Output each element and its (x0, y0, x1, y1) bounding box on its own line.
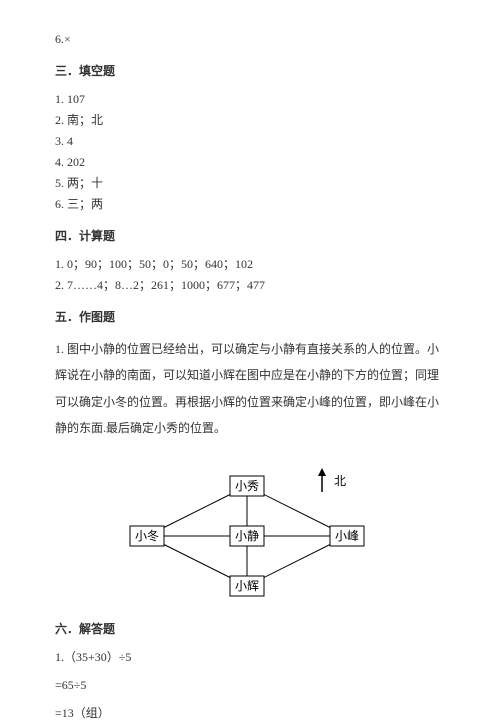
answer-item: 6.× (55, 30, 445, 48)
svg-text:小静: 小静 (235, 529, 259, 543)
answer-item: 4. 202 (55, 153, 445, 171)
section-5-heading: 五．作图题 (55, 308, 445, 326)
diagram-svg: 小秀小冬 小静 小峰小辉 北 (100, 456, 400, 606)
answer-item: 1. 0；90；100；50；0；50；640；102 (55, 255, 445, 273)
answer-item: 3. 4 (55, 132, 445, 150)
position-diagram: 小秀小冬 小静 小峰小辉 北 (55, 456, 445, 606)
answer-item: 6. 三；两 (55, 195, 445, 213)
answer-item: 1.（35+30）÷5 (55, 648, 445, 666)
svg-text:北: 北 (334, 474, 346, 488)
answer-paragraph: 1. 图中小静的位置已经给出，可以确定与小静有直接关系的人的位置。小辉说在小静的… (55, 336, 445, 442)
answer-item: 2. 7……4；8…2；261；1000；677；477 (55, 276, 445, 294)
answer-item: =13（组） (55, 704, 445, 722)
section-6-heading: 六．解答题 (55, 620, 445, 638)
section-3-heading: 三．填空题 (55, 62, 445, 80)
answer-item: 2. 南；北 (55, 111, 445, 129)
section-4-heading: 四．计算题 (55, 227, 445, 245)
svg-text:小冬: 小冬 (135, 528, 159, 543)
svg-text:小辉: 小辉 (235, 579, 259, 593)
svg-text:小秀: 小秀 (235, 479, 259, 493)
answer-item: 1. 107 (55, 90, 445, 108)
svg-text:小峰: 小峰 (335, 529, 359, 543)
answer-item: 5. 两；十 (55, 174, 445, 192)
answer-item: =65÷5 (55, 676, 445, 694)
